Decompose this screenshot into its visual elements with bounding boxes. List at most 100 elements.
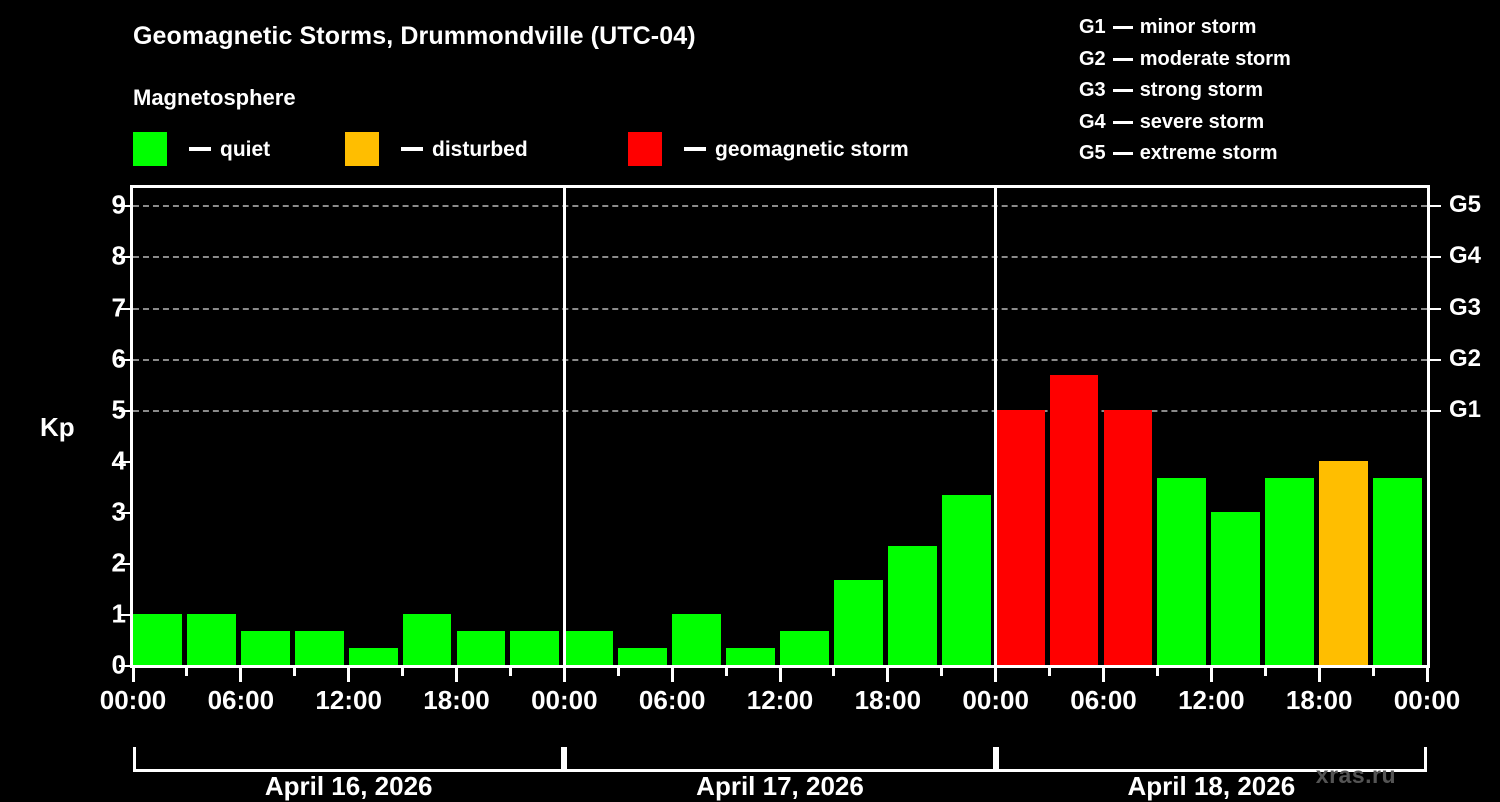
g-key-row-G4: G4 severe storm: [1079, 107, 1291, 139]
watermark: xras.ru: [1315, 762, 1396, 788]
day-bracket: [995, 747, 1427, 772]
bar: [1103, 409, 1153, 665]
g-axis-tick: [1430, 409, 1441, 412]
g-key-code: G4: [1079, 110, 1106, 133]
page-title: Geomagnetic Storms, Drummondville (UTC-0…: [133, 22, 696, 50]
x-axis-tick-label: 18:00: [423, 685, 490, 715]
g-key-label: minor storm: [1139, 16, 1257, 39]
x-axis-tick: [994, 665, 998, 682]
bar: [456, 630, 506, 665]
g-axis-tick-label-G1: G1: [1449, 395, 1482, 423]
g-key-code: G5: [1079, 142, 1106, 165]
x-axis-tick: [1317, 665, 1321, 682]
bar: [1373, 477, 1422, 665]
x-axis-tick: [185, 665, 189, 676]
bar: [1049, 375, 1099, 665]
g-key-label: strong storm: [1139, 79, 1264, 102]
y-axis-tick-label: 7: [111, 292, 126, 323]
x-axis-tick: [1371, 665, 1375, 676]
legend-label: quiet: [220, 137, 271, 161]
bar: [618, 648, 668, 665]
y-axis-tick-label: 1: [111, 598, 126, 629]
g-key-code: G1: [1079, 16, 1106, 39]
day-label: April 16, 2026: [264, 771, 433, 801]
x-axis-tick: [1209, 665, 1213, 682]
day-bracket: [133, 747, 565, 772]
g-scale-legend: G1 minor storm G2 moderate storm G3 strong st…: [1079, 12, 1291, 170]
y-axis-tick-label: 2: [111, 547, 126, 578]
y-axis-tick-label: 5: [111, 394, 126, 425]
x-axis-tick: [1102, 665, 1105, 682]
legend-dash-icon: [401, 147, 423, 151]
g-axis-tick: [1430, 205, 1441, 208]
g-key-dash-icon: [1112, 120, 1133, 124]
y-axis-tick-label: 8: [111, 240, 126, 271]
x-axis-tick: [940, 665, 944, 676]
g-axis-tick: [1430, 256, 1441, 259]
g-axis-tick: [1430, 307, 1441, 310]
bar: [294, 630, 344, 665]
y-axis-tick-label: 3: [111, 496, 126, 527]
g-key-dash-icon: [1112, 89, 1133, 93]
x-axis-tick: [832, 665, 836, 676]
g-key-row-G1: G1 minor storm: [1079, 12, 1291, 44]
g-key-label: extreme storm: [1139, 142, 1278, 165]
bar: [510, 630, 560, 665]
day-label: April 17, 2026: [696, 771, 864, 801]
bar: [995, 409, 1045, 665]
plot-frame-top: [133, 185, 1427, 188]
bar: [833, 579, 883, 665]
y-axis-tick-label: 9: [111, 189, 126, 220]
x-axis-tick-label: 06:00: [1070, 685, 1137, 715]
g-key-code: G3: [1079, 79, 1106, 102]
bar: [402, 613, 452, 665]
x-axis-tick: [347, 665, 351, 682]
bar: [941, 494, 991, 665]
gridline-kp-8: [133, 256, 1427, 259]
legend-swatch-storm: [628, 132, 662, 166]
gridline-kp-5: [133, 409, 1427, 412]
x-axis-tick-label: 18:00: [854, 685, 922, 715]
x-axis-tick-label: 12:00: [315, 685, 382, 715]
g-axis-tick-label-G3: G3: [1449, 293, 1482, 321]
x-axis-tick: [1155, 665, 1159, 676]
bar: [726, 648, 775, 665]
day-bracket: [564, 747, 996, 772]
g-key-row-G2: G2 moderate storm: [1079, 44, 1291, 76]
section-label: Magnetosphere: [133, 85, 296, 110]
y-axis-tick: [119, 460, 130, 463]
x-axis-tick: [293, 665, 297, 676]
x-axis-tick: [508, 665, 512, 676]
g-key-dash-icon: [1112, 152, 1133, 156]
x-axis-tick-label: 00:00: [1393, 685, 1461, 715]
x-axis-tick-label: 12:00: [1178, 685, 1245, 715]
bar: [672, 613, 722, 665]
bar: [1211, 511, 1261, 665]
x-axis-tick: [778, 665, 782, 682]
day-separator: [994, 185, 998, 665]
gridline-kp-6: [133, 358, 1427, 361]
x-axis-tick-label: 18:00: [1285, 685, 1353, 715]
gridline-kp-7: [133, 307, 1427, 310]
x-axis-tick: [724, 665, 728, 676]
legend-swatch-disturbed: [345, 132, 379, 166]
y-axis-tick-label: 6: [111, 343, 126, 374]
y-axis-tick: [119, 256, 130, 259]
day-label: April 18, 2026: [1127, 771, 1296, 801]
x-axis-tick: [239, 665, 243, 682]
y-axis-tick: [119, 409, 130, 412]
g-key-row-G5: G5 extreme storm: [1079, 138, 1291, 170]
g-axis-tick-label-G2: G2: [1449, 344, 1482, 372]
legend-dash-icon: [189, 147, 211, 151]
bar: [887, 546, 937, 665]
legend-item-disturbed: disturbed: [345, 131, 528, 167]
bar: [780, 630, 829, 665]
bar: [1265, 477, 1315, 665]
legend-dash-icon: [684, 147, 706, 151]
bar: [348, 648, 398, 665]
g-axis-tick-label-G5: G5: [1449, 191, 1482, 219]
plot-frame-right: [1427, 185, 1430, 668]
x-axis-tick-label: 00:00: [962, 685, 1029, 715]
x-axis-tick: [1425, 665, 1429, 682]
